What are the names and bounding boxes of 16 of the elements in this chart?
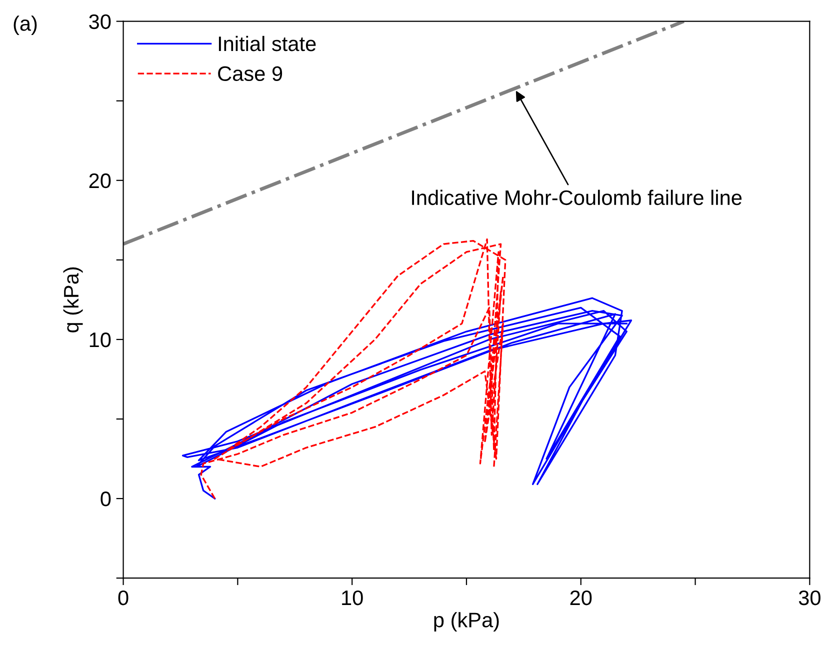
x-tick-label: 0 [118,590,128,606]
y-tick-label: 10 [90,332,111,348]
x-axis-title: p (kPa) [434,612,499,632]
text: (a) [14,16,37,36]
legend-label: Case 9 [218,66,282,82]
y-tick-label: 30 [89,14,111,30]
y-tick-label: 0 [100,492,111,506]
x-tick-label: 10 [342,590,363,606]
x-tick-label: 20 [570,590,592,606]
y-tick-label: 20 [89,173,111,188]
line-series [200,238,506,500]
annotation: Indicative Mohr-Coulomb failure line [412,190,742,206]
x-tick-label: 30 [798,590,820,606]
y-axis-title: q (kPa) [63,267,83,332]
legend-label: Initial state [218,36,316,52]
line-series [182,297,632,500]
